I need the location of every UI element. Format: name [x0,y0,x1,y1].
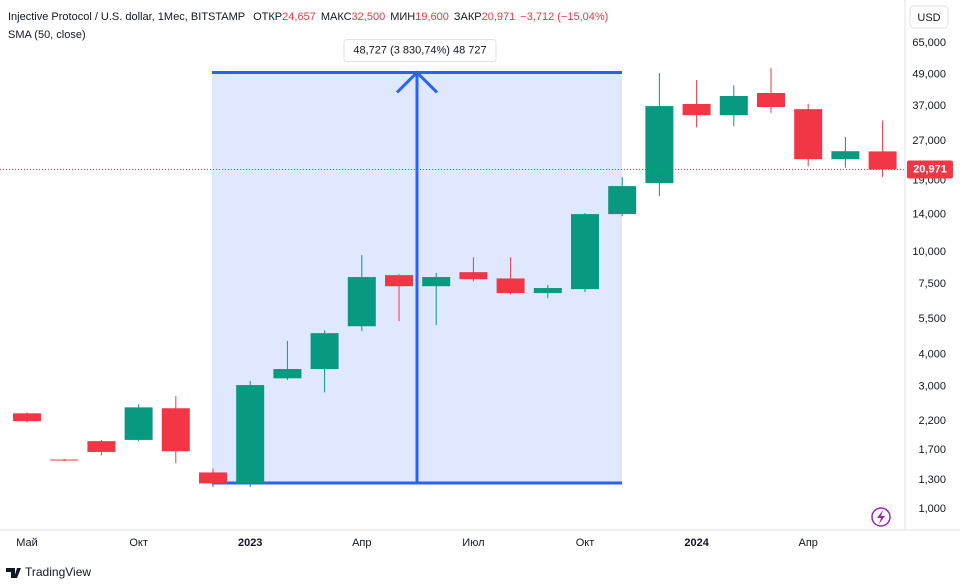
candle-body [682,103,711,116]
candle-body [794,109,823,160]
y-tick-label: 49,000 [912,69,946,81]
stat-label: МИН [390,11,415,23]
y-tick-label: 10,000 [912,246,946,258]
x-tick-label: Апр [798,537,817,549]
header-stats: ОТКР24,657 МАКС32,500 МИН19,600 ЗАКР20,971 [253,11,515,23]
y-tick-label: 1,300 [918,474,946,486]
candle-body [199,472,227,484]
measure-arrowhead [395,70,439,94]
candle-body [608,186,637,215]
candle-body [645,106,674,184]
candle-body [385,275,413,287]
candle-body [459,272,488,280]
candle-body [310,333,339,370]
candle-body [50,459,79,461]
y-tick-label: 7,500 [918,278,946,290]
y-tick-label: 37,000 [912,100,946,112]
last-price-box [907,160,953,179]
x-tick-label: Окт [129,537,148,549]
x-tick-label: 2024 [684,537,709,549]
candle-body [571,214,599,290]
change: −3,712 (−15,04%) [520,11,608,23]
last-price-label: 20,971 [913,163,947,175]
y-tick-label: 1,700 [918,444,946,456]
x-tick-label: Апр [352,537,371,549]
stat-value: 19,600 [415,11,449,23]
candle-body [124,407,153,440]
y-tick-label: 4,000 [918,348,946,360]
branding: TradingView [25,565,91,579]
x-tick-label: Июл [462,537,484,549]
stat-label: МАКС [321,11,352,23]
y-tick-label: 65,000 [912,37,946,49]
y-tick-label: 1,000 [918,503,946,515]
stat-value: 24,657 [282,11,316,23]
header: Injective Protocol / U.S. dollar, 1Мес, … [8,11,608,23]
chart-title: Injective Protocol / U.S. dollar, 1Мес, … [8,11,245,23]
measure-label: 48,727 (3 830,74%) 48 727 [353,44,486,56]
y-tick-label: 3,000 [918,380,946,392]
x-tick-label: Окт [576,537,595,549]
alert-icon[interactable] [871,507,891,527]
candle-body [13,413,41,422]
candle-body [719,95,748,116]
x-tick-label: Май [16,537,38,549]
candle-body [868,151,897,170]
candle-body [236,385,265,484]
stat-value: 20,971 [482,11,516,23]
plot-area: 48,727 (3 830,74%) 48 727 [0,38,905,487]
candle-body [87,441,116,452]
candle-body [757,93,785,107]
stat-label: ЗАКР [454,11,482,23]
candle-body [161,408,190,452]
stat-value: 32,500 [352,11,386,23]
stat-label: ОТКР [253,11,282,23]
y-tick-label: 14,000 [912,208,946,220]
logo-icon [6,568,21,578]
candle-body [347,277,376,327]
y-tick-label: 5,500 [918,313,946,325]
candle-body [273,369,302,379]
currency-button[interactable] [909,5,949,29]
candle-body [831,151,860,160]
measure-label-box [343,38,497,62]
currency[interactable]: USD [917,12,940,24]
alert-icon-bolt [877,510,885,524]
candle-body [533,288,562,294]
indicator: SMA (50, close) [8,29,86,41]
y-tick-label: 27,000 [912,135,946,147]
candle-body [496,278,525,294]
candle-body [422,277,451,287]
x-tick-label: 2023 [238,537,262,549]
y-tick-label: 2,200 [918,415,946,427]
